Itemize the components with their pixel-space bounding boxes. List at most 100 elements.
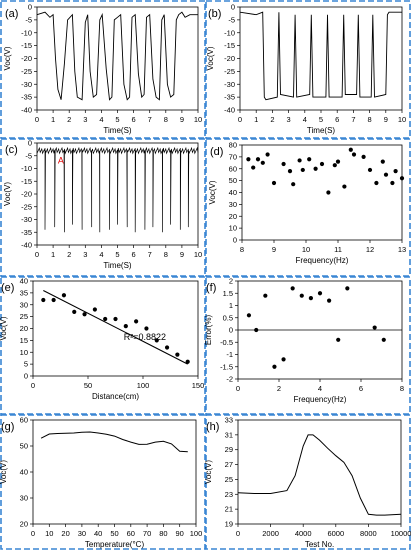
x-tick-label: 1 [254,115,258,124]
y-tick-label: -10 [224,28,235,37]
data-point [300,167,305,173]
x-tick-label: 2 [277,384,281,393]
x-tick-label: 0 [31,381,35,390]
y-axis-label: Voc(V) [206,46,215,70]
panel-frame [0,414,206,550]
y-axis-label: Voc(V) [0,460,8,484]
y-tick-label: 27 [225,460,233,469]
y-tick-label: -0.5 [220,338,233,347]
y-tick-label: 40 [229,188,237,197]
data-point [290,286,295,291]
y-tick-label: -25 [21,202,32,211]
x-tick-label: 100 [190,529,203,538]
x-tick-label: 6 [359,384,363,393]
data-point [251,165,256,170]
x-tick-label: 4 [303,115,307,124]
x-tick-label: 8000 [360,529,377,538]
y-axis-label: Error(%) [204,315,213,346]
y-tick-label: 20 [20,520,28,529]
y-tick-label: 2 [229,277,233,286]
y-axis-label: Voc(V) [3,46,12,70]
series-line [237,434,402,516]
y-tick-label: 1.5 [223,289,233,298]
data-point [175,352,180,357]
data-point [291,182,296,187]
plot-area [241,144,403,241]
y-tick-label: 25 [225,475,233,484]
x-axis-label: Frequency(Hz) [296,256,349,265]
chart-b: (b) 0 1 2 3 4 5 6 7 8 9 10 0 -5 -10 -15 -20 -25 -30 -35 -40 T… [206,3,406,136]
y-tick-label: -1 [226,350,233,359]
series-line [36,146,199,233]
y-tick-label: -30 [21,215,32,224]
x-tick-label: 0 [236,384,240,393]
y-tick-label: -15 [21,177,32,186]
x-tick-label: 30 [78,529,86,538]
x-tick-label: 0 [35,115,39,124]
y-tick-label: -35 [224,93,235,102]
data-point [335,159,341,164]
data-point [123,324,128,329]
y-tick-label: 0 [24,372,28,381]
y-axis-label: Voc(V) [3,182,12,206]
annotation-label: A [58,155,64,165]
x-tick-label: 2 [270,115,274,124]
data-point [336,337,341,342]
y-tick-label: 21 [225,505,233,514]
data-point [345,286,350,291]
y-tick-label: 40 [20,468,28,477]
x-tick-label: 10 [398,115,406,124]
x-tick-label: 10 [45,529,53,538]
y-tick-label: 30 [20,300,28,309]
y-tick-label: 23 [225,490,233,499]
x-tick-label: 5 [115,115,119,124]
panel-label: (h) [206,421,219,433]
panel-frame [0,0,206,139]
x-tick-label: 20 [61,529,69,538]
chart-e: (e) 0 50 100 150 0 5 10 15 20 25 30 35 40 Distance(cm)… [0,277,204,402]
y-tick-label: -1.5 [220,362,233,371]
data-point [348,147,353,152]
data-point [297,158,302,163]
data-point [326,190,331,195]
data-point [72,309,77,314]
y-tick-label: 0 [28,139,32,148]
y-tick-label: -30 [224,80,235,89]
x-tick-label: 3 [83,115,87,124]
y-tick-label: -40 [21,106,32,115]
x-axis-label: Time(S) [103,126,131,135]
x-axis-label: Time(S) [103,261,131,270]
x-tick-label: 2000 [262,529,279,538]
fit-line [43,290,188,365]
data-point [113,316,118,322]
y-tick-label: -5 [25,151,32,160]
x-tick-label: 1 [51,115,55,124]
y-tick-label: 33 [225,416,233,425]
chart-g: (g) 0 10 20 30 40 50 60 70 80 90 100 20 30 40 50 60 Tempe… [0,416,202,550]
data-point [351,152,357,157]
x-tick-label: 0 [35,250,39,259]
x-tick-label: 10 [302,245,310,254]
data-point [144,326,149,331]
data-point [380,159,385,164]
x-tick-label: 13 [398,245,406,254]
y-tick-label: 10 [20,348,28,357]
data-point [361,154,366,159]
data-point [327,298,332,303]
y-tick-label: -40 [224,106,235,115]
data-point [281,161,286,167]
panel-frame [0,138,206,277]
y-tick-label: 15 [20,336,28,345]
x-tick-label: 4 [318,384,322,393]
data-point [51,297,56,303]
data-point [287,169,293,174]
chart-d: (d) 8 9 10 11 12 13 0 10 20 30 40 50 60 70 80 Frequency(… [208,141,406,266]
data-point [255,157,261,162]
plot-area [237,419,402,525]
x-tick-label: 60 [127,529,135,538]
x-tick-label: 9 [272,245,276,254]
x-tick-label: 4000 [295,529,312,538]
data-point [272,364,277,369]
x-tick-label: 4 [99,250,103,259]
